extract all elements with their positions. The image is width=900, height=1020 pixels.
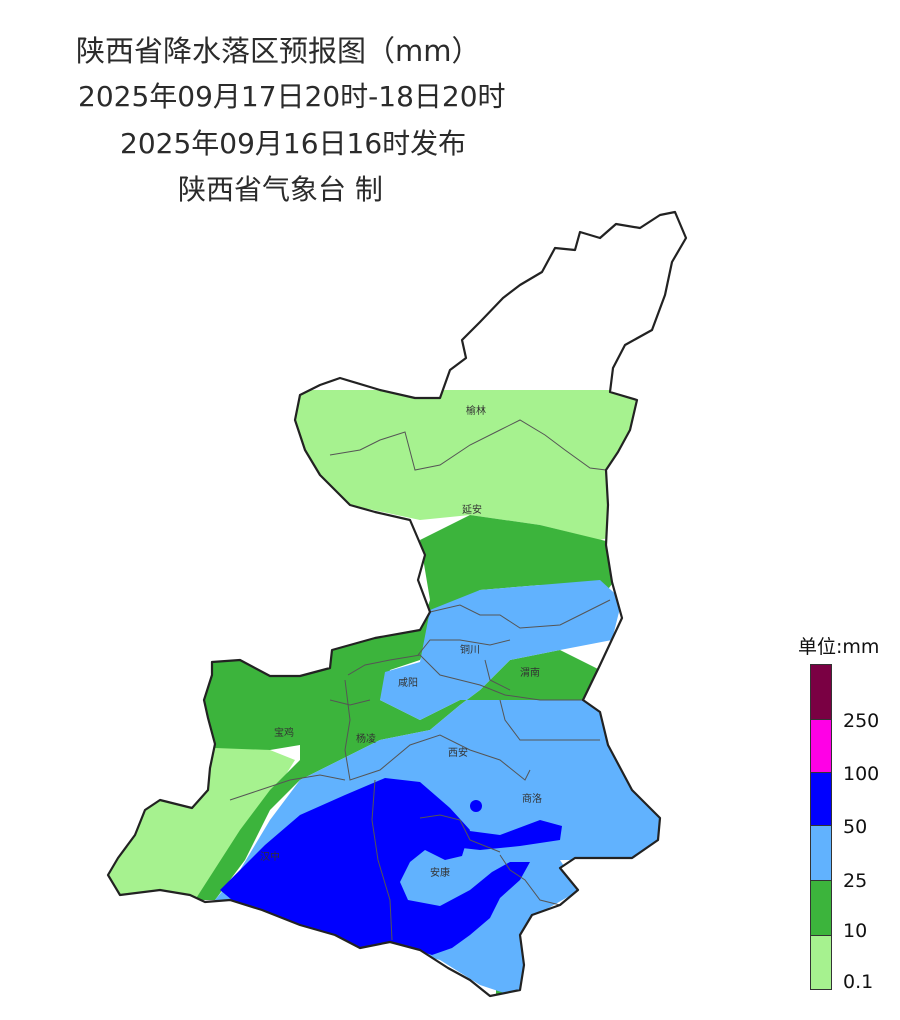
city-labels: 榆林 延安 铜川 咸阳 渭南 宝鸡 杨凌 西安 商洛 汉中 安康 xyxy=(260,404,542,879)
city-label-baoji: 宝鸡 xyxy=(274,726,294,739)
forecast-period: 2025年09月17日20时-18日20时 xyxy=(78,80,506,113)
province-outline xyxy=(106,210,688,998)
city-label-ankang: 安康 xyxy=(430,866,450,879)
city-boundaries xyxy=(229,419,611,941)
legend-swatch-10 xyxy=(810,880,832,936)
legend-swatch-250plus xyxy=(810,664,832,720)
legend-label-25: 25 xyxy=(843,870,868,892)
zone-blue xyxy=(220,778,530,955)
issue-time: 2025年09月16日16时发布 xyxy=(120,127,467,160)
legend-swatch-50 xyxy=(810,772,832,826)
legend-label-0-1: 0.1 xyxy=(843,971,874,993)
city-label-weinan: 渭南 xyxy=(520,666,540,679)
publisher: 陕西省气象台 制 xyxy=(178,173,383,206)
zone-blue-east-tongue xyxy=(462,820,562,850)
city-label-shangluo: 商洛 xyxy=(522,792,542,805)
city-label-xianyang: 咸阳 xyxy=(398,677,418,689)
zone-light-green-north xyxy=(280,390,640,540)
city-label-yangling: 杨凌 xyxy=(356,732,376,745)
city-label-yulin: 榆林 xyxy=(466,404,486,417)
legend-label-10: 10 xyxy=(843,920,868,942)
legend-title: 单位:mm xyxy=(798,636,880,658)
legend-label-250: 250 xyxy=(843,710,880,732)
legend-swatch-25 xyxy=(810,825,832,881)
city-label-xian: 西安 xyxy=(448,746,468,759)
rainfall-zones xyxy=(108,390,680,996)
legend-swatch-0-1 xyxy=(810,935,832,990)
city-label-yanan: 延安 xyxy=(462,503,482,516)
legend-swatch-100 xyxy=(810,719,832,773)
zone-blue-spot xyxy=(470,800,482,812)
city-label-hanzhong: 汉中 xyxy=(260,850,280,863)
city-label-tongchuan: 铜川 xyxy=(460,644,480,656)
legend-label-50: 50 xyxy=(843,816,868,838)
legend-label-100: 100 xyxy=(843,763,880,785)
zone-green-central xyxy=(195,515,615,900)
map-title: 陕西省降水落区预报图（mm） xyxy=(76,34,481,68)
